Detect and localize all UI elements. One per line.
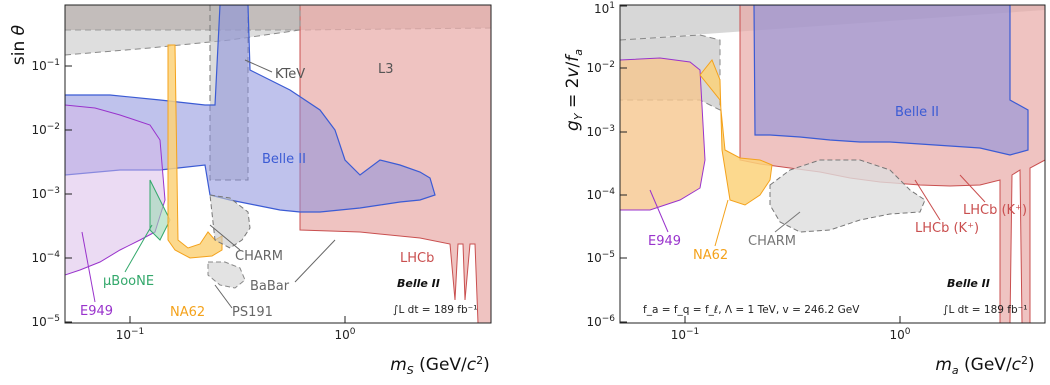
right-label-e949: E949 (648, 234, 681, 249)
left-panel: 10−1 100 10−5 10−4 10−3 10−2 10−1 mS (Ge… (9, 4, 492, 377)
right-luminosity-label: ∫L dt = 189 fb⁻¹ (943, 304, 1027, 316)
left-xlabel: mS (GeV/c2) (390, 354, 490, 377)
left-frame (64, 4, 492, 324)
right-frame (619, 4, 1046, 324)
left-label-charm: CHARM (235, 249, 283, 264)
right-panel: 10−1 100 10−6 10−5 10−4 10−3 10−2 101 ma… (563, 1, 1046, 377)
right-xtick-0: 10−1 (671, 327, 700, 342)
left-region-charm (209, 194, 251, 249)
left-xtick-0: 10−1 (116, 327, 145, 342)
right-label-lhcb-k-upper: LHCb (K⁺) (963, 203, 1027, 218)
right-label-na62: NA62 (693, 248, 728, 263)
left-label-na62: NA62 (170, 305, 205, 320)
right-region-na62 (699, 59, 773, 206)
left-label-babar: BaBar (250, 279, 290, 294)
right-label-lhcb-k-lower: LHCb (K⁺) (915, 221, 979, 236)
right-label-belleii: Belle II (895, 105, 939, 120)
left-xtick-1: 100 (334, 327, 355, 342)
right-experiment-label: Belle II (947, 277, 990, 290)
right-xlabel: ma (GeV/c2) (935, 354, 1034, 377)
left-label-muboone: μBooNE (103, 274, 154, 289)
right-ytick-5: 101 (594, 1, 615, 16)
right-label-charm: CHARM (748, 234, 796, 249)
right-region-e949 (620, 57, 706, 211)
right-ytick-0: 10−6 (586, 314, 615, 329)
right-ytick-3: 10−3 (586, 124, 615, 139)
right-ytick-4: 10−2 (586, 60, 615, 75)
right-xtick-1: 100 (889, 327, 910, 342)
left-experiment-label: Belle II (397, 277, 440, 290)
left-label-ps191: PS191 (232, 305, 273, 320)
left-label-lhcb: LHCb (400, 251, 434, 266)
left-region-ps191 (207, 261, 246, 289)
right-region-charm (769, 159, 926, 233)
right-ytick-2: 10−4 (586, 187, 615, 202)
left-luminosity-label: ∫L dt = 189 fb⁻¹ (393, 304, 477, 316)
left-ytick-2: 10−3 (31, 186, 60, 201)
left-ylabel: sin θ (9, 24, 29, 65)
left-ytick-3: 10−2 (31, 122, 60, 137)
right-ytick-1: 10−5 (586, 250, 615, 265)
left-label-ktev: KTeV (275, 67, 305, 82)
right-ylabel: gY = 2v/fa (563, 49, 585, 131)
left-ytick-1: 10−4 (31, 250, 60, 265)
left-region-muboone (149, 179, 171, 241)
left-label-l3: L3 (378, 62, 394, 77)
left-label-e949: E949 (80, 304, 113, 319)
left-label-belleii: Belle II (262, 152, 306, 167)
left-ytick-0: 10−5 (31, 314, 60, 329)
left-ytick-4: 10−1 (31, 58, 60, 73)
right-parameters-label: f_a = f_q = f_ℓ, Λ = 1 TeV, v = 246.2 Ge… (643, 304, 860, 316)
right-region-belleii (700, 5, 1029, 156)
